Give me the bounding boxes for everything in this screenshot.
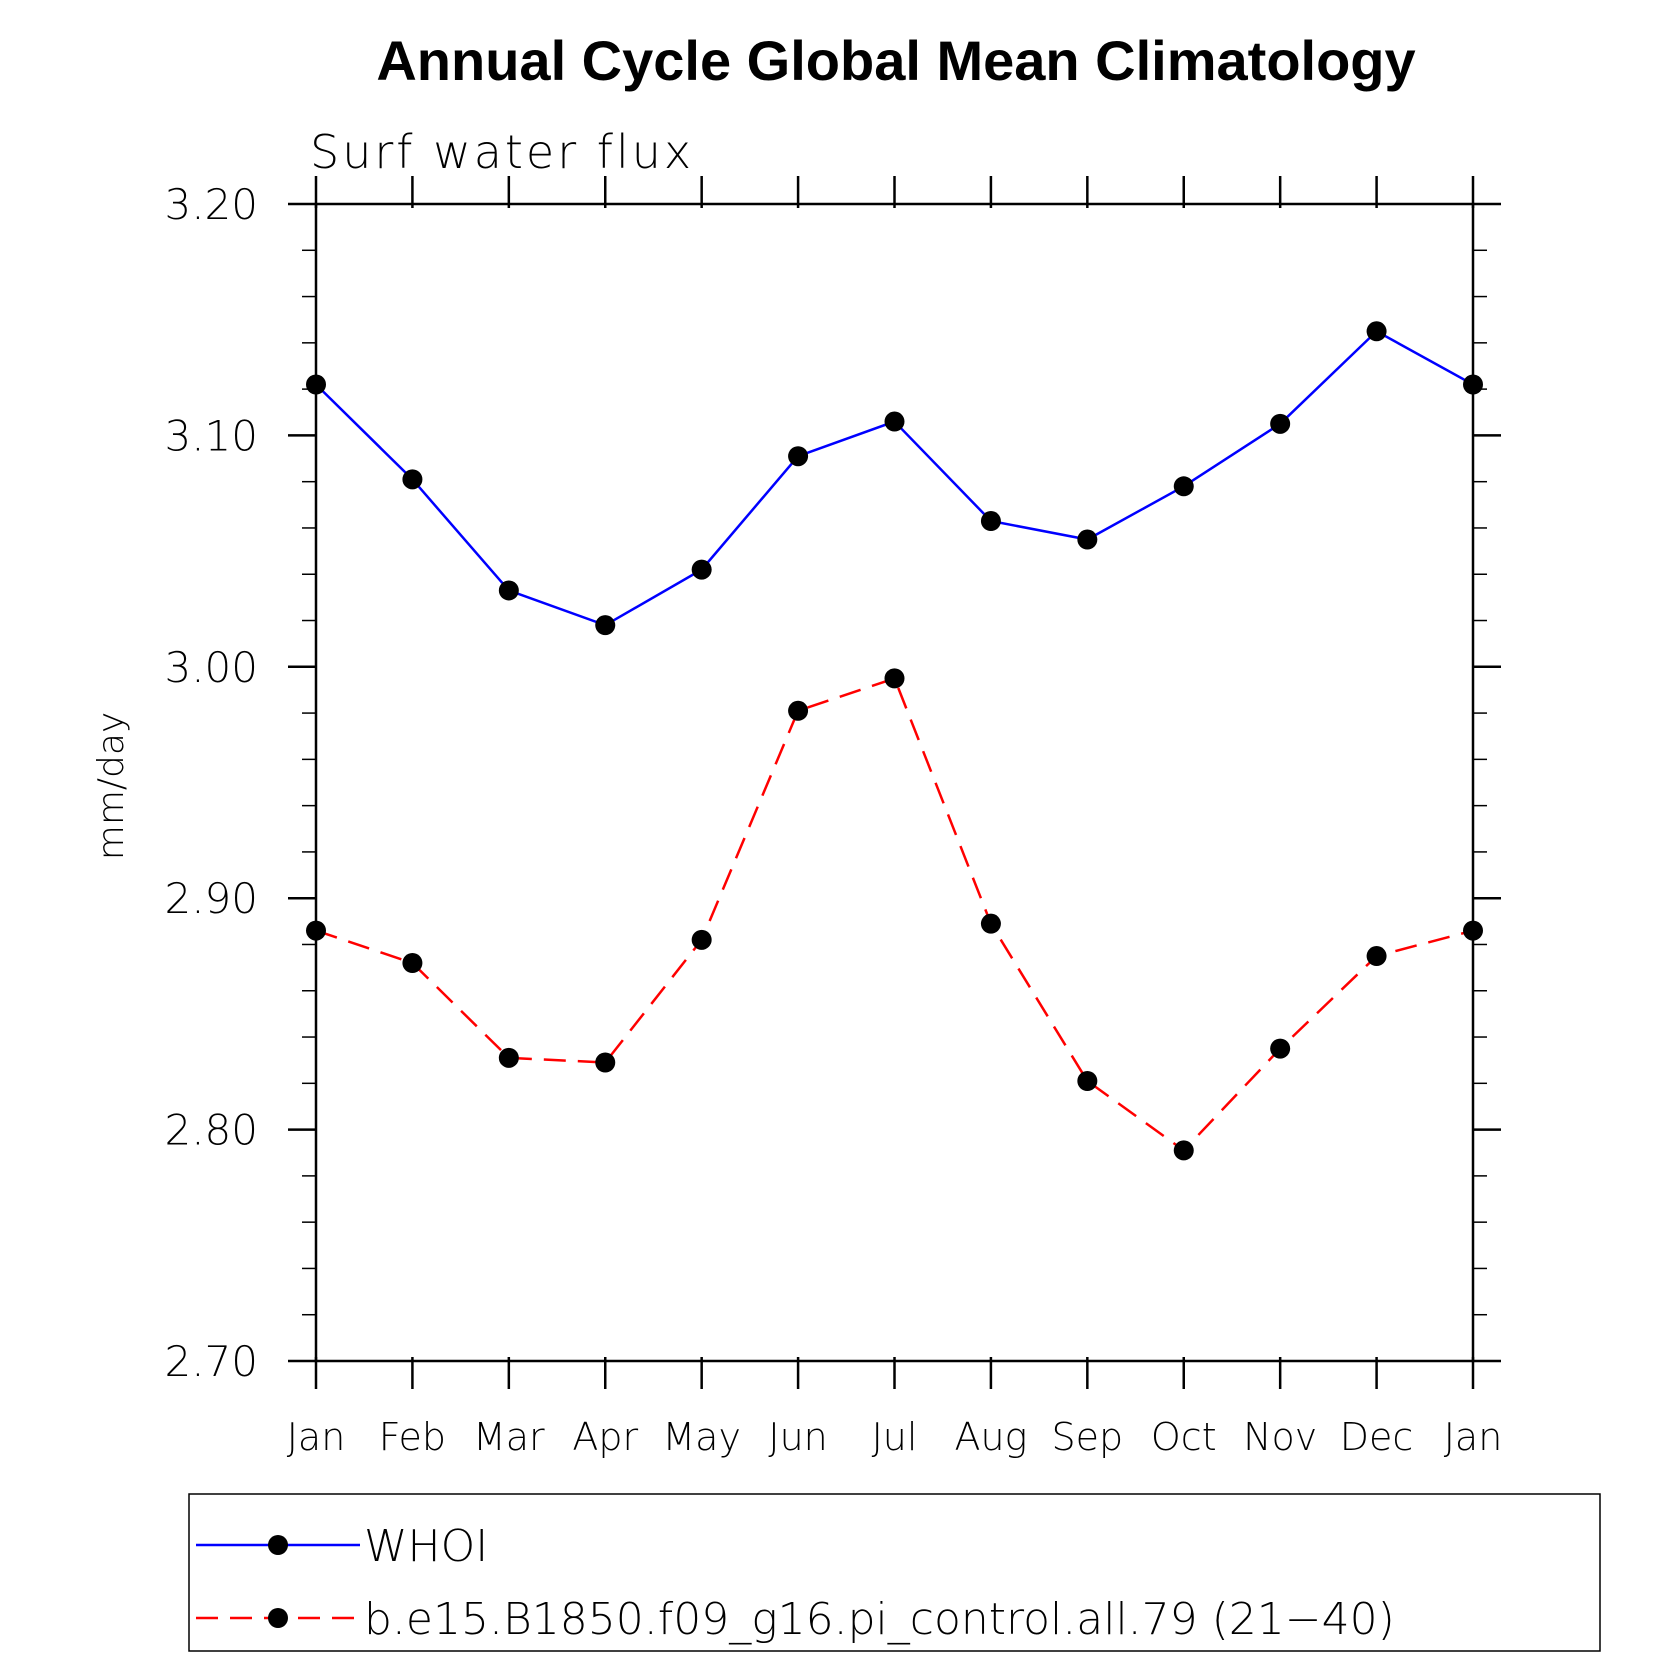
- data-point: [306, 374, 326, 395]
- x-tick-label: Oct: [1151, 1415, 1217, 1459]
- y-axis-tick-labels: 2.70 2.80 2.90 3.00 3.10 3.20: [164, 180, 258, 1386]
- chart-subtitle: Surf water flux: [310, 125, 694, 179]
- x-tick-label: Feb: [379, 1415, 446, 1459]
- data-point: [788, 446, 809, 467]
- series-line-1: [315, 329, 1474, 627]
- y-tick-label: 2.80: [164, 1106, 258, 1155]
- y-tick-label: 3.10: [164, 411, 258, 460]
- x-tick-label: Nov: [1243, 1415, 1317, 1459]
- x-tick-label: Aug: [954, 1415, 1027, 1459]
- chart-title: Annual Cycle Global Mean Climatology: [376, 29, 1415, 92]
- legend-marker-1: [268, 1535, 288, 1555]
- data-point: [1173, 1140, 1194, 1161]
- x-tick-label: Apr: [572, 1415, 638, 1459]
- legend-box: [188, 1493, 1601, 1652]
- y-tick-label: 3.20: [164, 180, 258, 229]
- data-point: [498, 1047, 519, 1068]
- x-tick-label: Jan: [1444, 1415, 1503, 1459]
- data-point: [1077, 529, 1098, 550]
- data-point: [595, 615, 616, 636]
- data-point: [1173, 476, 1194, 497]
- data-point: [306, 920, 326, 941]
- data-point: [402, 952, 423, 973]
- x-tick-label: Mar: [473, 1415, 545, 1459]
- plot-area: [314, 202, 1475, 1363]
- x-tick-label: Jun: [768, 1415, 827, 1459]
- data-point: [788, 700, 809, 721]
- data-point: [1366, 321, 1387, 342]
- data-point: [884, 668, 905, 689]
- y-tick-label: 2.70: [164, 1337, 258, 1386]
- series-layer: [306, 321, 1483, 1161]
- x-tick-label: Jul: [872, 1415, 918, 1459]
- y-tick-label: 2.90: [164, 874, 258, 923]
- data-point: [980, 511, 1001, 532]
- data-point: [980, 913, 1001, 934]
- legend-label-2: b.e15.B1850.f09_g16.pi_control.all.79 (2…: [364, 1594, 1395, 1645]
- x-tick-label: May: [662, 1415, 741, 1459]
- y-axis-label: mm/day: [91, 712, 132, 860]
- data-point: [1463, 920, 1483, 941]
- x-axis-tick-labels: Jan Feb Mar Apr May Jun Jul Aug Sep Oct Nov Dec Jan: [287, 1415, 1503, 1459]
- data-point: [1077, 1071, 1098, 1092]
- y-axis-ticks: [288, 202, 1501, 1363]
- data-point: [498, 580, 519, 601]
- data-point: [884, 411, 905, 432]
- data-point: [595, 1052, 616, 1073]
- x-tick-label: Dec: [1340, 1415, 1414, 1459]
- y-tick-label: 3.00: [164, 643, 258, 692]
- data-point: [691, 929, 712, 950]
- data-point: [1270, 1038, 1291, 1059]
- x-tick-label: Sep: [1052, 1415, 1124, 1459]
- data-point: [691, 559, 712, 580]
- x-axis-ticks: [314, 176, 1475, 1389]
- data-point: [1463, 374, 1483, 395]
- data-point: [402, 469, 423, 490]
- data-point: [1366, 946, 1387, 967]
- legend: WHOI b.e15.B1850.f09_g16.pi_control.all.7…: [196, 1521, 1395, 1645]
- series-line-2: [315, 676, 1474, 1153]
- legend-label-1: WHOI: [364, 1521, 488, 1572]
- legend-marker-2: [268, 1608, 288, 1628]
- x-tick-label: Jan: [287, 1415, 346, 1459]
- data-point: [1270, 413, 1291, 434]
